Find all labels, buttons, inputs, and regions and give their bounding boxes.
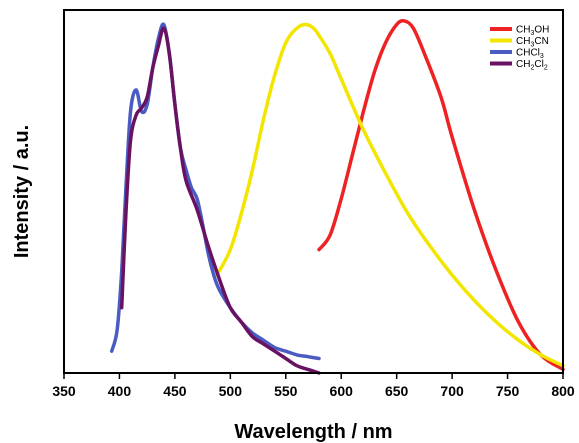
x-tick-label: 750 [496, 383, 520, 399]
legend-label-ch2cl2: CH2Cl2 [516, 59, 548, 72]
x-tick-label: 500 [219, 383, 243, 399]
x-tick-label: 450 [163, 383, 187, 399]
series-line-ch2cl2 [119, 26, 321, 375]
series-line-chcl3 [109, 22, 321, 361]
series-line-ch3cn [215, 22, 565, 368]
x-tick-label: 550 [274, 383, 298, 399]
x-axis: 350 400 450 500 550 600 650 700 750 800 [52, 373, 575, 399]
x-tick-label: 700 [440, 383, 464, 399]
plot-frame [63, 9, 564, 374]
x-tick-label: 400 [108, 383, 132, 399]
y-axis-label: Intensity / a.u. [11, 125, 33, 258]
series-line-ch3oh [317, 18, 565, 372]
x-tick-label: 600 [330, 383, 354, 399]
legend-label-chcl3: CHCl3 [516, 48, 544, 61]
x-tick-label: 650 [385, 383, 409, 399]
x-axis-label: Wavelength / nm [234, 421, 392, 443]
legend-label-ch3oh: CH3OH [516, 25, 549, 38]
legend-label-ch3cn: CH3CN [516, 36, 549, 49]
x-tick-label: 350 [52, 383, 76, 399]
series-layer [109, 18, 565, 375]
x-tick-label: 800 [551, 383, 575, 399]
